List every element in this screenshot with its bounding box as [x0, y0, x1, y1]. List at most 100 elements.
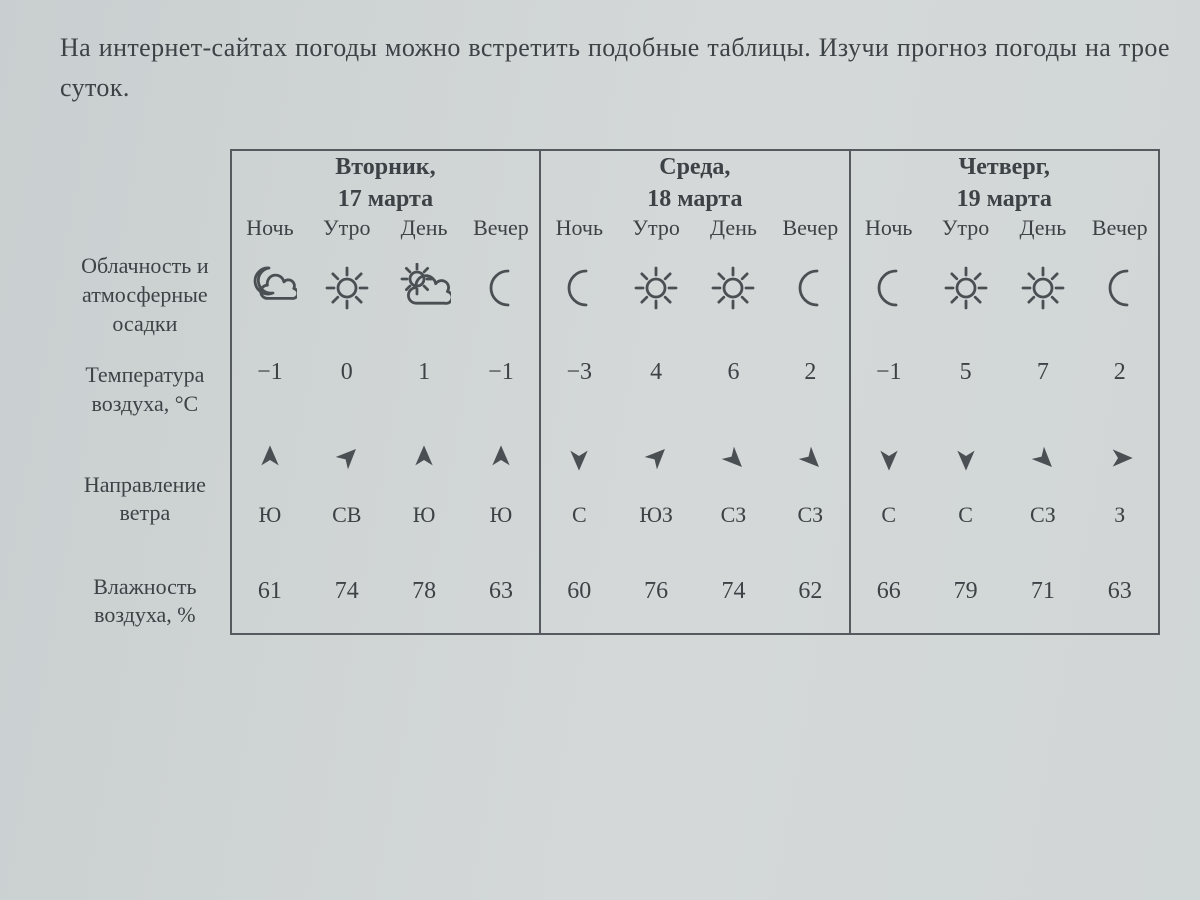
time-of-day-row: НочьУтроДеньВечерНочьУтроДеньВечерНочьУт… [60, 215, 1159, 241]
time-of-day-label: День [385, 215, 462, 241]
sun-icon [617, 263, 694, 313]
wind-direction-cell: С [850, 488, 927, 568]
time-of-day-label: День [1004, 215, 1081, 241]
day-header-row: Вторник,17 мартаСреда,18 мартаЧетверг,19… [60, 150, 1159, 216]
day-header: Четверг, 19 марта [850, 150, 1159, 216]
sun-icon [695, 263, 772, 313]
wind-arrow-row: Направление ветра [60, 430, 1159, 488]
wind-arrow-icon [541, 440, 617, 476]
time-of-day-label: День [695, 215, 772, 241]
time-of-day-label: Ночь [540, 215, 617, 241]
wind-arrow-icon [385, 440, 462, 476]
time-of-day-label: Утро [308, 215, 385, 241]
wind-arrow-cell [617, 430, 694, 488]
wind-arrow-cell [463, 430, 540, 488]
clouds-row: Облачность и атмосферные осадки [60, 241, 1159, 349]
clouds-row-cell [1004, 241, 1081, 349]
wind-arrow-cell [927, 430, 1004, 488]
humidity-row-cell: 61 [231, 568, 308, 634]
day-date: 17 марта [338, 186, 433, 212]
wind-direction-cell: С [927, 488, 1004, 568]
wind-direction-cell: СЗ [695, 488, 772, 568]
wind-direction-cell: СВ [308, 488, 385, 568]
clouds-row-cell [927, 241, 1004, 349]
humidity-row-cell: 60 [540, 568, 617, 634]
humidity-row-cell: 62 [772, 568, 849, 634]
humidity-row-cell: 71 [1004, 568, 1081, 634]
weather-table: Вторник,17 мартаСреда,18 мартаЧетверг,19… [60, 149, 1160, 636]
day-date: 19 марта [957, 186, 1052, 212]
wind-arrow-icon [463, 440, 539, 476]
clouds-row-cell [617, 241, 694, 349]
temperature-row-cell: −3 [540, 349, 617, 430]
clouds-row-cell [540, 241, 617, 349]
wind-arrow-cell [1082, 430, 1159, 488]
temperature-row-cell: 2 [1082, 349, 1159, 430]
moon-cloud-icon [232, 263, 308, 313]
wind-arrow-cell [695, 430, 772, 488]
temperature-row-cell: 1 [385, 349, 462, 430]
wind-arrow-icon [617, 440, 694, 476]
clouds-row-cell [695, 241, 772, 349]
row-label-wind: Направление ветра [60, 430, 231, 568]
temperature-row-cell: −1 [231, 349, 308, 430]
wind-direction-cell: Ю [385, 488, 462, 568]
temperature-row-cell: 5 [927, 349, 1004, 430]
sun-icon [308, 263, 385, 313]
wind-arrow-cell [308, 430, 385, 488]
wind-arrow-cell [231, 430, 308, 488]
temperature-row-cell: 7 [1004, 349, 1081, 430]
temperature-row-cell: 6 [695, 349, 772, 430]
time-of-day-label: Вечер [1082, 215, 1159, 241]
temperature-row: Температура воздуха, °C−101−1−3462−1572 [60, 349, 1159, 430]
moon-icon [463, 263, 539, 313]
humidity-row-cell: 76 [617, 568, 694, 634]
humidity-row: Влажность воздуха, %61747863607674626679… [60, 568, 1159, 634]
wind-arrow-cell [772, 430, 849, 488]
humidity-row-cell: 66 [850, 568, 927, 634]
wind-arrow-icon [232, 440, 308, 476]
humidity-row-cell: 78 [385, 568, 462, 634]
time-of-day-label: Ночь [850, 215, 927, 241]
time-of-day-label: Вечер [772, 215, 849, 241]
moon-icon [851, 263, 927, 313]
humidity-row-cell: 63 [463, 568, 540, 634]
clouds-row-cell [850, 241, 927, 349]
clouds-row-cell [231, 241, 308, 349]
humidity-row-cell: 74 [695, 568, 772, 634]
day-header: Среда, 18 марта [540, 150, 849, 216]
sun-cloud-icon [385, 263, 462, 313]
wind-direction-cell: СЗ [772, 488, 849, 568]
wind-arrow-icon [927, 440, 1004, 476]
humidity-row-cell: 74 [308, 568, 385, 634]
moon-icon [541, 263, 617, 313]
clouds-row-cell [1082, 241, 1159, 349]
clouds-row-cell [308, 241, 385, 349]
wind-arrow-cell [1004, 430, 1081, 488]
humidity-row-cell: 63 [1082, 568, 1159, 634]
row-label-temperature-row: Температура воздуха, °C [60, 349, 231, 430]
task-text: На интернет-сайтах погоды можно встретит… [60, 28, 1170, 109]
wind-arrow-cell [850, 430, 927, 488]
wind-arrow-icon [695, 440, 772, 476]
temperature-row-cell: −1 [850, 349, 927, 430]
clouds-row-cell [385, 241, 462, 349]
time-of-day-label: Вечер [463, 215, 540, 241]
wind-direction-cell: СЗ [1004, 488, 1081, 568]
wind-direction-cell: З [1082, 488, 1159, 568]
wind-direction-cell: Ю [463, 488, 540, 568]
clouds-row-cell [463, 241, 540, 349]
wind-arrow-icon [308, 440, 385, 476]
clouds-row-cell [772, 241, 849, 349]
wind-arrow-icon [851, 440, 927, 476]
time-of-day-label: Утро [617, 215, 694, 241]
day-name: Среда, [659, 154, 730, 180]
wind-arrow-icon [1082, 440, 1158, 476]
wind-direction-cell: С [540, 488, 617, 568]
day-date: 18 марта [647, 186, 742, 212]
day-name: Четверг, [959, 154, 1050, 180]
time-of-day-label: Ночь [231, 215, 308, 241]
time-of-day-label: Утро [927, 215, 1004, 241]
sun-icon [1004, 263, 1081, 313]
row-label-clouds-row: Облачность и атмосферные осадки [60, 241, 231, 349]
